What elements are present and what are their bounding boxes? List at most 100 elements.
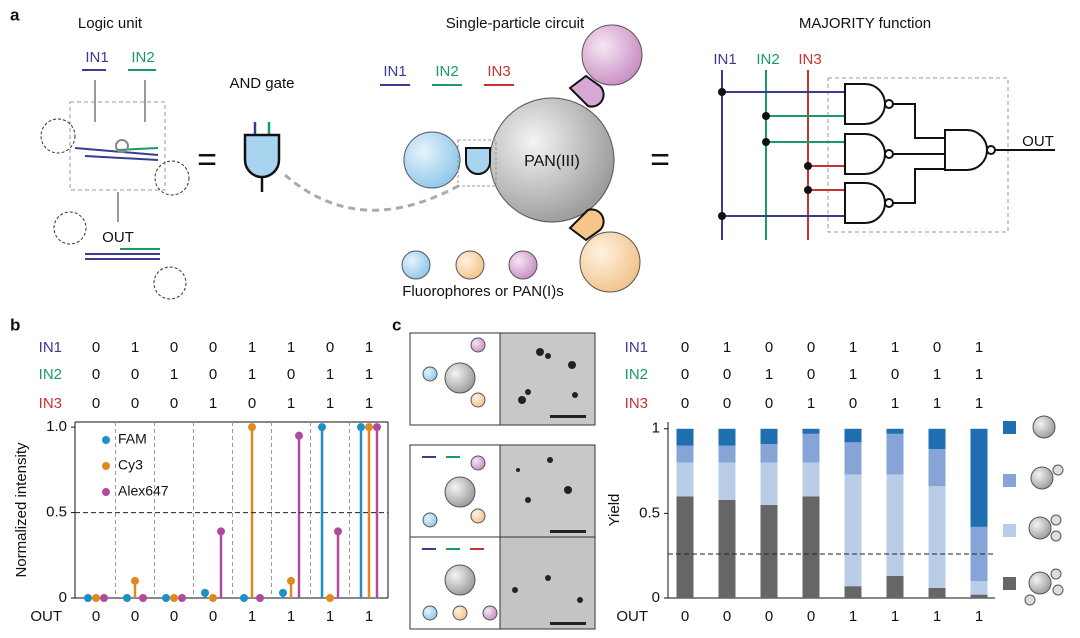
input-label: IN2 [756,51,779,68]
panel-c-legend [1024,415,1064,606]
circuit-drawing [401,24,643,293]
y-tick-label: 1 [652,420,660,437]
input-value: 1 [891,395,899,412]
input-value: 1 [849,366,857,383]
input-value: 1 [975,339,983,356]
majority-drawing [718,70,1055,240]
input-value: 0 [287,366,295,383]
input-label: IN1 [85,49,108,66]
bar-segment [886,474,904,576]
output-value: 1 [326,608,334,625]
equals: = [197,141,217,179]
bar-segment [970,581,988,595]
input-value: 1 [326,366,334,383]
panel-a: a Logic unit IN1 IN2 OUT = AND gate Sing… [10,5,1055,300]
row-label: IN3 [625,395,648,412]
input-value: 0 [723,366,731,383]
bar-segment [928,486,946,588]
legend-swatch [1003,577,1016,590]
y-tick-label: 0 [59,589,67,606]
bar-segment [970,428,988,527]
input-label: IN2 [131,49,154,66]
gate-label: AND gate [229,75,294,92]
stem-head [201,588,209,597]
input-value: 0 [170,395,178,412]
bar-segment [802,462,820,497]
bar-segment [886,433,904,475]
input-value: 0 [849,395,857,412]
legend-label: Cy3 [118,457,143,473]
input-value: 0 [170,339,178,356]
legend-marker [102,462,110,470]
output-label: OUT [1022,133,1054,150]
output-value: 0 [92,608,100,625]
equals: = [650,141,670,179]
and-gate-icon [243,122,281,192]
bar-segment [760,504,778,598]
bar-segment [802,433,820,463]
output-value: 0 [765,608,773,625]
legend-marker [102,436,110,444]
stem-head [279,588,287,597]
row-label: IN2 [39,366,62,383]
output-value: 1 [365,608,373,625]
input-value: 0 [209,366,217,383]
row-label: IN1 [625,339,648,356]
input-value: 0 [891,366,899,383]
input-value: 0 [765,395,773,412]
y-tick-label: 0.5 [639,504,660,521]
bar-segment [970,526,988,582]
bar-segment [718,499,736,598]
input-value: 1 [326,395,334,412]
y-tick-label: 0.5 [46,504,67,521]
output-value: 0 [170,608,178,625]
bar-segment [760,462,778,505]
core-label: PAN(III) [524,153,580,170]
input-value: 1 [209,395,217,412]
caption: Fluorophores or PAN(I)s [402,283,563,300]
y-axis-label: Normalized intensity [13,442,30,578]
output-value: 1 [933,608,941,625]
input-value: 0 [723,395,731,412]
stem-head [357,423,365,432]
stem-head [178,594,186,602]
output-value: 1 [248,608,256,625]
input-value: 1 [975,366,983,383]
bar-segment [676,428,694,446]
input-value: 1 [131,339,139,356]
input-value: 1 [365,395,373,412]
connector [284,173,461,212]
bar-segment [928,449,946,487]
stem-head [287,576,295,585]
output-label: OUT [30,608,62,625]
bar-segment [844,428,862,443]
output-value: 1 [287,608,295,625]
output-value: 0 [807,608,815,625]
input-value: 1 [287,395,295,412]
bar-segment [760,428,778,444]
input-value: 0 [248,395,256,412]
input-label: IN2 [435,63,458,80]
bar-segment [676,445,694,463]
output-value: 0 [723,608,731,625]
input-value: 0 [681,366,689,383]
output-value: 0 [131,608,139,625]
input-value: 0 [681,339,689,356]
bar-segment [676,496,694,598]
stem-head [318,423,326,432]
input-value: 1 [849,339,857,356]
row-label: IN3 [39,395,62,412]
bar-segment [676,462,694,497]
stem-head [217,527,225,536]
stem-head [248,423,256,432]
bar-segment [844,442,862,475]
legend-marker [102,488,110,496]
input-value: 1 [975,395,983,412]
bar-segment [718,462,736,500]
stem-head [123,594,131,602]
output-value: 1 [849,608,857,625]
input-value: 1 [170,366,178,383]
stem-head [256,594,264,602]
stem-head [240,594,248,602]
